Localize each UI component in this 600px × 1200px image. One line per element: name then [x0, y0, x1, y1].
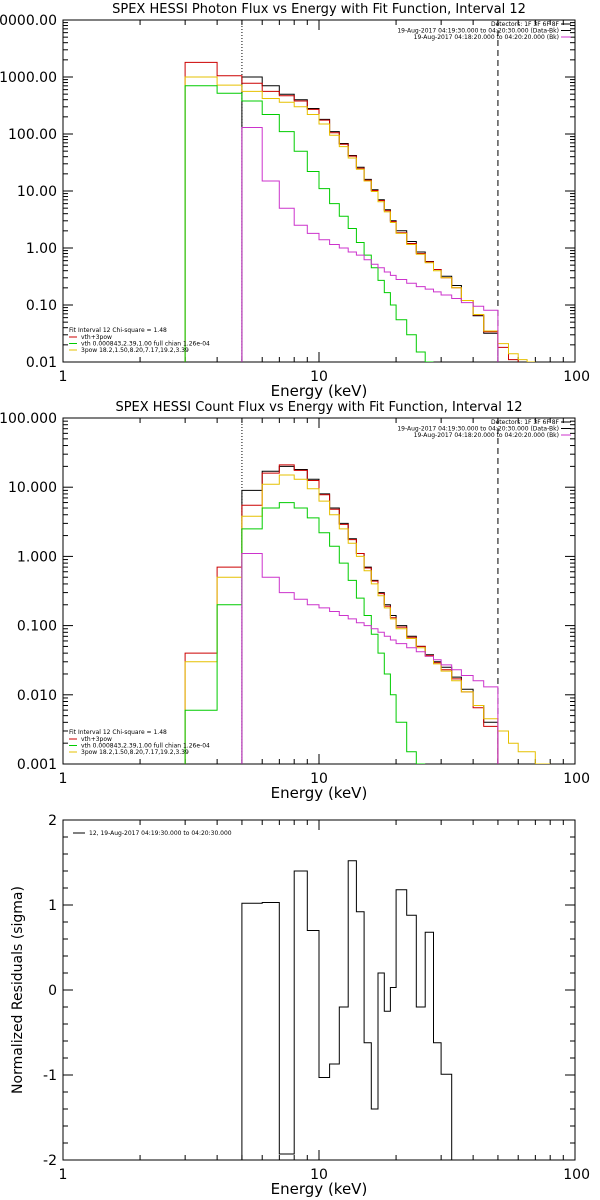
header-line: 19-Aug-2017 04:18:20.000 to 04:20:20.000…: [414, 34, 559, 41]
x-tick-label: 100: [563, 369, 590, 385]
y-tick-label: -1: [43, 1068, 57, 1084]
x-axis-label: Energy (keV): [271, 784, 368, 802]
series-1: [241, 76, 499, 362]
y-tick-label: 0.10: [26, 298, 57, 314]
y-tick-label: 0.100: [17, 619, 57, 635]
legend-entry: vth+3pow: [81, 334, 112, 341]
y-axis-ticks: [63, 420, 575, 765]
x-tick-label: 100: [563, 1167, 590, 1183]
x-tick-label: 100: [563, 771, 590, 787]
y-tick-label: 10.00: [17, 184, 57, 200]
series-path: [184, 85, 434, 362]
y-tick-label: 1000.00: [0, 70, 57, 86]
x-tick-label: 1: [59, 369, 68, 385]
y-tick-label: 10.000: [8, 480, 57, 496]
legend-entry: 12, 19-Aug-2017 04:19:30.000 to 04:20:30…: [89, 830, 232, 837]
series-3: [184, 474, 551, 764]
y-axis-ticks: [63, 819, 575, 1161]
series-4: [184, 85, 434, 362]
y-tick-label: 100.000: [0, 411, 57, 427]
y-tick-label: -2: [43, 1153, 57, 1169]
series-path: [184, 502, 426, 764]
series-path: [241, 76, 499, 362]
y-tick-label: 2: [48, 813, 57, 829]
legend-entry: vth 0.000843,2.39,1.00 full chian 1.26e-…: [81, 743, 210, 750]
series-group: [184, 464, 551, 764]
chart-panel-1: SPEX HESSI Photon Flux vs Energy with Fi…: [0, 2, 590, 400]
header-line: Detectors: 1F 3F 6F 8F: [491, 21, 560, 28]
y-tick-label: 0.010: [17, 688, 57, 704]
x-tick-label: 1: [59, 1167, 68, 1183]
series-path: [184, 76, 536, 362]
series-1: [241, 860, 453, 1160]
legend-entry: 3pow 18.2,1.50,8.20,7.17,19.2,3.39: [81, 749, 189, 756]
header-line: 19-Aug-2017 04:19:30.000 to 04:20:30.000…: [397, 426, 559, 433]
y-tick-label: 1: [48, 898, 57, 914]
series-2: [184, 61, 519, 362]
x-axis-ticks: [62, 418, 564, 764]
series-path: [241, 553, 499, 764]
y-tick-label: 1.00: [26, 241, 57, 257]
x-tick-label: 10: [310, 771, 328, 787]
chart-title: SPEX HESSI Count Flux vs Energy with Fit…: [115, 400, 522, 415]
series-path: [241, 860, 453, 1160]
x-tick-label: 10: [310, 369, 328, 385]
series-2: [184, 464, 499, 764]
series-group: [184, 61, 536, 362]
legend-entry: vth+3pow: [81, 736, 112, 743]
series-4: [184, 502, 426, 764]
y-axis-ticks: [63, 22, 575, 363]
x-tick-label: 1: [59, 771, 68, 787]
fit-info: Fit Interval 12 Chi-square = 1.48: [69, 327, 167, 334]
y-tick-label: 10000.00: [0, 13, 57, 29]
header-line: 19-Aug-2017 04:19:30.000 to 04:20:30.000…: [397, 28, 559, 35]
x-axis-label: Energy (keV): [271, 1180, 368, 1198]
x-axis-ticks: [62, 820, 564, 1160]
fit-info: Fit Interval 12 Chi-square = 1.48: [69, 729, 167, 736]
y-tick-label: 0.001: [17, 757, 57, 773]
y-tick-label: 0: [48, 983, 57, 999]
series-path: [241, 127, 499, 362]
series-5: [241, 127, 499, 362]
series-5: [241, 553, 499, 764]
y-tick-label: 0.01: [26, 355, 57, 371]
x-tick-label: 10: [310, 1167, 328, 1183]
series-path: [184, 61, 519, 362]
header-line: 19-Aug-2017 04:18:20.000 to 04:20:20.000…: [414, 432, 559, 439]
chart-title: SPEX HESSI Photon Flux vs Energy with Fi…: [112, 2, 526, 17]
y-tick-label: 100.00: [8, 127, 57, 143]
chart-panel-2: SPEX HESSI Count Flux vs Energy with Fit…: [0, 400, 590, 802]
series-path: [184, 474, 551, 764]
y-tick-label: 1.000: [17, 549, 57, 565]
legend-entry: vth 0.000843,2.39,1.00 full chian 1.26e-…: [81, 341, 210, 348]
series-group: [241, 860, 453, 1160]
series-3: [184, 76, 536, 362]
header-line: Detectors: 1F 3F 6F 8F: [491, 419, 560, 426]
x-axis-label: Energy (keV): [271, 382, 368, 400]
y-axis-label: Normalized Residuals (sigma): [10, 886, 26, 1094]
legend-entry: 3pow 18.2,1.50,8.20,7.17,19.2,3.39: [81, 347, 189, 354]
series-path: [184, 464, 499, 764]
chart-panel-3: 1 10 100 Energy (keV) -2 -1 0 1 2 Normalized Resi…: [10, 813, 590, 1198]
